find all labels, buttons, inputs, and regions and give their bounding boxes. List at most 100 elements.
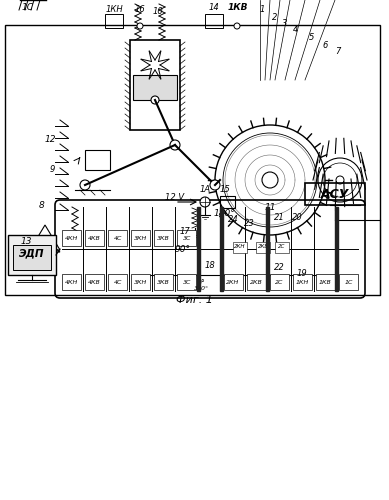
Text: 3КН: 3КН <box>134 280 147 284</box>
Bar <box>5 25 380 295</box>
Bar <box>339 274 358 290</box>
Polygon shape <box>335 207 338 291</box>
Text: 8: 8 <box>39 200 45 209</box>
Text: 0°: 0° <box>197 278 206 287</box>
Text: 2С: 2С <box>278 244 285 250</box>
Text: 24: 24 <box>228 216 238 224</box>
Text: 12: 12 <box>44 136 56 144</box>
Text: 1С: 1С <box>344 280 353 284</box>
Text: 11: 11 <box>264 204 276 212</box>
Text: 2С: 2С <box>275 280 284 284</box>
Bar <box>154 274 173 290</box>
Text: 3: 3 <box>282 20 288 28</box>
Text: 23: 23 <box>244 218 255 228</box>
Bar <box>247 274 266 290</box>
Text: 4КВ: 4КВ <box>88 236 101 240</box>
Polygon shape <box>220 207 223 291</box>
Text: АСУ: АСУ <box>321 188 349 200</box>
Bar <box>131 230 150 246</box>
Bar <box>177 230 196 246</box>
Bar <box>131 274 150 290</box>
Bar <box>108 230 127 246</box>
Text: 90°: 90° <box>174 244 191 254</box>
Bar <box>8 235 56 275</box>
Text: 21: 21 <box>274 214 285 222</box>
Polygon shape <box>197 207 200 291</box>
Bar <box>275 242 289 253</box>
Bar <box>108 274 127 290</box>
Text: 20: 20 <box>292 212 303 222</box>
Text: 1КН: 1КН <box>296 280 309 284</box>
Text: 3С: 3С <box>183 236 191 240</box>
Bar <box>62 230 81 246</box>
Text: 4КН: 4КН <box>65 236 78 240</box>
Bar <box>233 242 247 253</box>
Bar <box>85 150 110 170</box>
Text: 2КН: 2КН <box>226 280 240 284</box>
Bar <box>220 196 235 208</box>
Text: 14: 14 <box>209 4 219 13</box>
Circle shape <box>151 96 159 104</box>
Text: 17: 17 <box>180 228 190 236</box>
Text: 3КВ: 3КВ <box>158 236 170 240</box>
Text: 4: 4 <box>293 26 299 35</box>
Bar <box>256 242 270 253</box>
Text: ЭДП: ЭДП <box>19 248 45 258</box>
Text: 3КН: 3КН <box>134 236 147 240</box>
Bar <box>316 274 335 290</box>
Bar <box>13 245 51 270</box>
Polygon shape <box>266 207 269 291</box>
Text: 1КВ: 1КВ <box>319 280 332 284</box>
Circle shape <box>200 197 210 207</box>
Text: 7: 7 <box>335 48 341 56</box>
Bar <box>224 274 243 290</box>
Text: 10: 10 <box>152 8 163 16</box>
Text: 1С: 1С <box>22 4 34 13</box>
Bar <box>133 75 177 100</box>
Text: 2КВ: 2КВ <box>250 280 263 284</box>
Bar <box>270 274 289 290</box>
Text: 22: 22 <box>274 264 285 272</box>
Circle shape <box>262 172 278 188</box>
Bar <box>293 274 312 290</box>
Bar <box>154 230 173 246</box>
Text: 12 V: 12 V <box>165 194 184 202</box>
Circle shape <box>137 23 143 29</box>
Text: 2: 2 <box>272 14 278 22</box>
Bar <box>105 14 123 28</box>
Text: 4С: 4С <box>114 236 122 240</box>
Bar <box>62 274 81 290</box>
Bar <box>177 274 196 290</box>
Text: 4КВ: 4КВ <box>88 280 101 284</box>
Bar <box>130 40 180 130</box>
Circle shape <box>170 140 180 150</box>
Text: 3КВ: 3КВ <box>158 280 170 284</box>
Bar <box>85 230 104 246</box>
Text: Фиг. 1: Фиг. 1 <box>175 295 212 305</box>
Bar <box>205 14 223 28</box>
Text: 19: 19 <box>297 268 308 278</box>
Text: 4С: 4С <box>114 280 122 284</box>
Text: 2КН: 2КН <box>234 244 246 250</box>
Bar <box>85 274 104 290</box>
Text: 1КВ: 1КВ <box>228 2 248 12</box>
Circle shape <box>80 180 90 190</box>
Text: 2КВ: 2КВ <box>258 244 269 250</box>
Text: 1А: 1А <box>200 186 210 194</box>
Text: 9: 9 <box>49 166 55 174</box>
Text: 5: 5 <box>309 34 315 42</box>
Circle shape <box>336 176 344 184</box>
Text: 360°: 360° <box>194 286 209 290</box>
Text: 180°: 180° <box>214 208 235 218</box>
Text: 13: 13 <box>20 238 32 246</box>
Text: 15: 15 <box>220 186 230 194</box>
Text: 18: 18 <box>205 260 216 270</box>
Text: 3С: 3С <box>183 280 191 284</box>
Circle shape <box>234 23 240 29</box>
Text: 4КН: 4КН <box>65 280 78 284</box>
Text: 6: 6 <box>322 40 328 50</box>
Bar <box>305 183 365 205</box>
Text: 1: 1 <box>259 6 265 15</box>
Circle shape <box>210 180 220 190</box>
Text: 16: 16 <box>135 6 145 15</box>
